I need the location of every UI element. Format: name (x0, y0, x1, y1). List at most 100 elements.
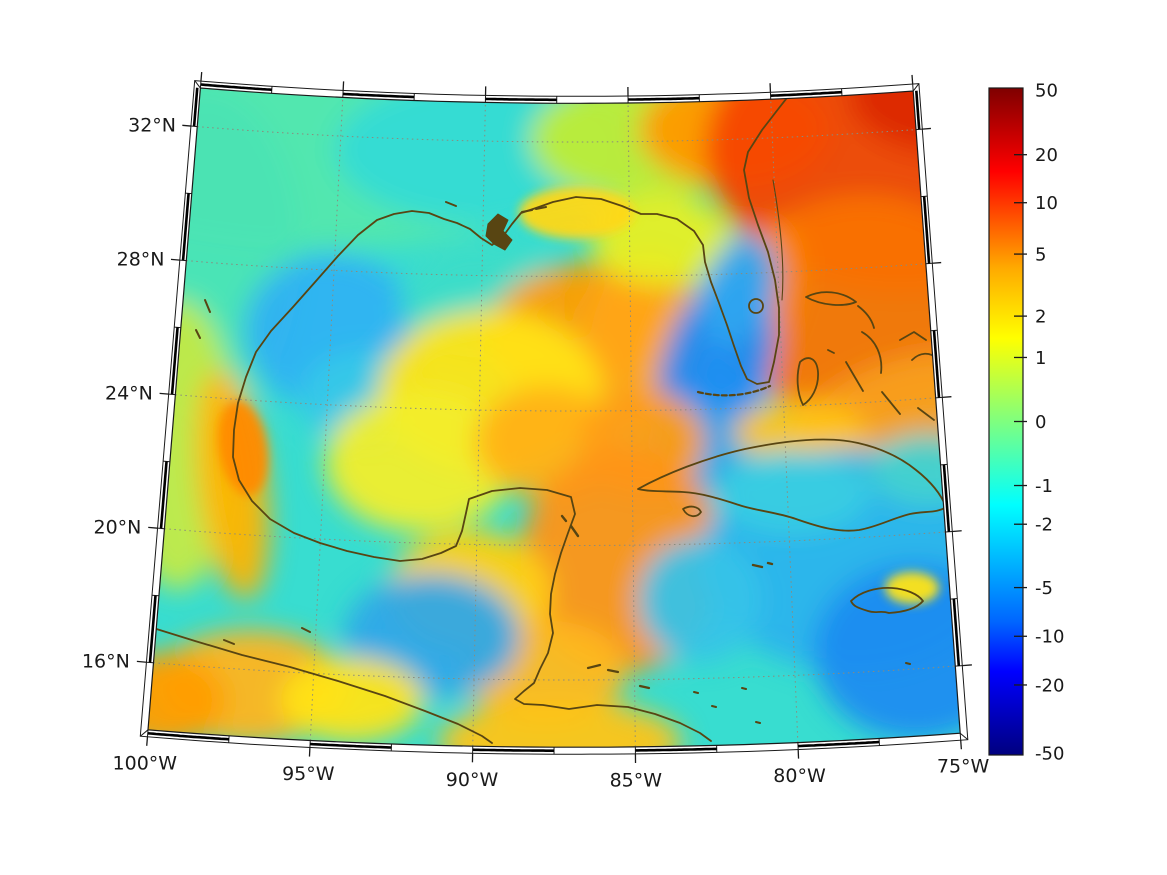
field-region-panhandle-yellow (519, 187, 635, 239)
frame-rung (199, 81, 202, 89)
frame-block (942, 464, 951, 532)
field-region-straits-yellow (734, 400, 866, 464)
left-tick-28 (170, 258, 180, 261)
frame-block (770, 90, 842, 97)
colorbar-tick-label-1: 1 (1035, 348, 1046, 369)
frame-block (342, 92, 415, 99)
lat-tick-label-24: 24°N (105, 382, 153, 404)
lat-tick-label-28: 28°N (117, 248, 165, 270)
cuba (637, 438, 947, 532)
field-region-bottom-yellow-band (438, 700, 682, 748)
lon-tick-label-85: 85°W (610, 770, 663, 792)
lake-okeechobee (748, 298, 764, 314)
left-tick-32 (182, 124, 191, 127)
frame-block (922, 196, 931, 264)
field-region-bottom-yellow (280, 658, 424, 742)
bottom-tick-75 (960, 740, 963, 750)
map-frame (139, 80, 969, 755)
colorbar-tick-label--20: -20 (1035, 675, 1064, 696)
frame-rung (194, 80, 201, 89)
coastline-layer (149, 93, 961, 744)
top-tick-100 (200, 71, 203, 82)
frame-rung (950, 598, 958, 600)
colorbar-tick-label-2: 2 (1035, 306, 1046, 327)
florida-keys (696, 384, 772, 397)
right-tick-32 (922, 127, 931, 130)
colorbar-tick-label-20: 20 (1035, 145, 1058, 166)
frame-rung (140, 729, 149, 737)
lon-tick-label-80: 80°W (773, 765, 826, 787)
field-region-right-mid-cyan (870, 434, 961, 506)
axis-labels: 100°W 95°W 90°W 85°W 80°W 75°W 32°N 28°N 24°N 20°… (82, 71, 990, 792)
cayman-islands (751, 561, 774, 569)
colorbar-tick-label--10: -10 (1035, 627, 1064, 648)
colorbar-tick-label-0: 0 (1035, 412, 1046, 433)
graticule (153, 97, 956, 747)
gridline-parallel-24 (175, 394, 936, 412)
field-region-nw-caribbean-cyan (638, 538, 762, 662)
frame-block (147, 732, 229, 741)
frame-block (628, 96, 700, 101)
field-region-mid-gulf-yellow2 (325, 392, 515, 532)
gridline-parallel-28 (186, 260, 926, 277)
field-region-caribbean-deep-blue (814, 564, 961, 740)
florida-east-lagoon (772, 179, 784, 301)
frame-block (200, 83, 272, 92)
right-tick-16 (962, 664, 972, 667)
field-region-bottom-left-orange2 (148, 653, 225, 747)
texas-barrier-islets (195, 201, 547, 645)
colorbar-tick-label--2: -2 (1035, 515, 1053, 536)
frame-rung (151, 594, 160, 597)
colorbar-tick-label--1: -1 (1035, 476, 1053, 497)
field-region-south-cuba-cyan (714, 450, 870, 534)
colorbar-tick-label--5: -5 (1035, 578, 1053, 599)
frame-rung (912, 83, 920, 92)
frame-block (797, 740, 880, 748)
lat-tick-label-20: 20°N (94, 516, 142, 538)
cozumel (560, 514, 580, 538)
gridline-parallel-16 (153, 662, 956, 681)
field-region-corner-dark-red (850, 88, 961, 153)
right-tick-24 (942, 396, 952, 399)
lat-tick-label-32: 32°N (128, 114, 176, 136)
left-tick-20 (148, 526, 158, 529)
frame-rung (959, 732, 969, 741)
bottom-tick-100 (146, 736, 149, 746)
central-america-pacific-coast (149, 626, 493, 744)
frame-block (148, 595, 157, 663)
frame-rung (185, 192, 192, 195)
frame-rung (959, 733, 962, 741)
frame-block (192, 87, 199, 127)
frame-block (159, 461, 168, 529)
bay-islands (586, 663, 651, 690)
frame-block (635, 747, 717, 752)
frame-rung (912, 83, 914, 92)
frame-block (932, 330, 941, 398)
mississippi-delta (485, 213, 513, 251)
frame-rung (174, 326, 181, 329)
lon-tick-label-95: 95°W (282, 763, 335, 785)
frame-block (181, 193, 190, 261)
isla-de-la-juventud (682, 505, 702, 518)
colorbar-tick-label-10: 10 (1035, 193, 1058, 214)
jamaica (850, 587, 924, 614)
field-layer (148, 88, 961, 748)
lon-tick-label-90: 90°W (446, 769, 499, 791)
field-region-jamaica-yellow-spot (885, 572, 939, 604)
frame-rung (163, 460, 170, 463)
frame-block (310, 742, 392, 749)
field-region-mexico-coast-orange2 (218, 400, 268, 496)
frame-block (952, 598, 961, 666)
caribbean-cays (693, 662, 911, 724)
field-region-west-florida-blue-n (700, 235, 778, 345)
colorbar-tick-label-5: 5 (1035, 244, 1046, 265)
lon-tick-label-75: 75°W (937, 756, 990, 778)
frame-block (170, 327, 179, 395)
frame-block (485, 97, 557, 102)
frame-block (472, 748, 554, 752)
gridline-parallel-20 (164, 528, 946, 546)
colorbar-tick-label-50: 50 (1035, 80, 1058, 101)
frame-rung (940, 463, 948, 466)
